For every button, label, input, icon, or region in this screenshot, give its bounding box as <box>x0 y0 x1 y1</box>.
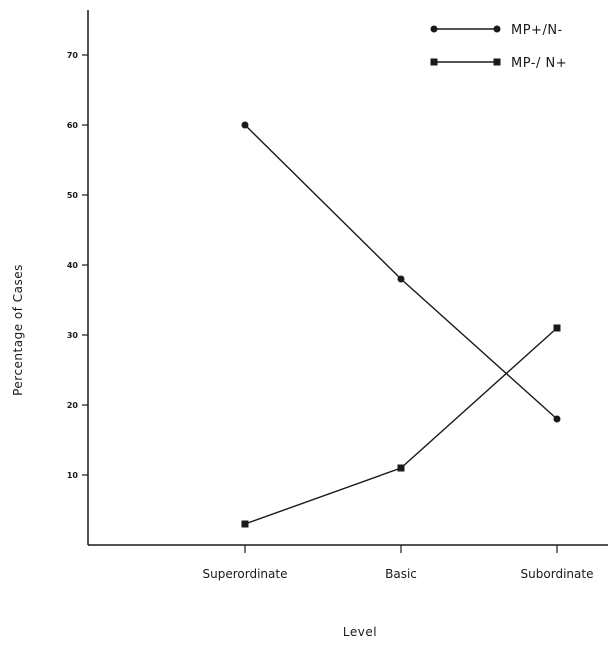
y-axis-title: Percentage of Cases <box>11 264 25 396</box>
data-point-square <box>553 324 561 332</box>
legend-label: MP-/ N+ <box>511 56 567 71</box>
data-point-square <box>241 520 249 528</box>
data-point-circle <box>553 415 561 423</box>
y-tick-label: 20 <box>67 401 79 410</box>
series-layer <box>241 121 561 528</box>
legend-label: MP+/N- <box>511 23 563 38</box>
y-tick-label: 70 <box>67 51 79 60</box>
legend-marker-circle <box>430 25 438 33</box>
y-tick-label: 30 <box>67 331 79 340</box>
series-1 <box>241 121 561 423</box>
legend-marker-square <box>430 58 438 66</box>
axes <box>87 10 608 546</box>
y-ticks: 10 20 30 40 50 60 70 <box>67 51 88 480</box>
legend-marker-square <box>493 58 501 66</box>
x-tick-label: Basic <box>385 567 417 581</box>
series-line <box>244 124 558 420</box>
data-point-circle <box>241 121 249 129</box>
x-tick-label: Superordinate <box>203 567 288 581</box>
series-2 <box>241 324 561 528</box>
x-axis-title: Level <box>343 625 377 639</box>
y-tick-label: 50 <box>67 191 79 200</box>
legend-marker-circle <box>493 25 501 33</box>
y-tick-label: 40 <box>67 261 79 270</box>
legend-item: MP+/N- <box>430 23 563 38</box>
x-ticks: Superordinate Basic Subordinate <box>203 545 594 581</box>
data-point-circle <box>397 275 405 283</box>
x-tick-label: Subordinate <box>521 567 594 581</box>
y-tick-label: 10 <box>67 471 79 480</box>
y-tick-label: 60 <box>67 121 79 130</box>
legend-item: MP-/ N+ <box>430 56 567 71</box>
data-point-square <box>397 464 405 472</box>
series-line <box>244 327 558 525</box>
legend: MP+/N- MP-/ N+ <box>430 23 567 71</box>
